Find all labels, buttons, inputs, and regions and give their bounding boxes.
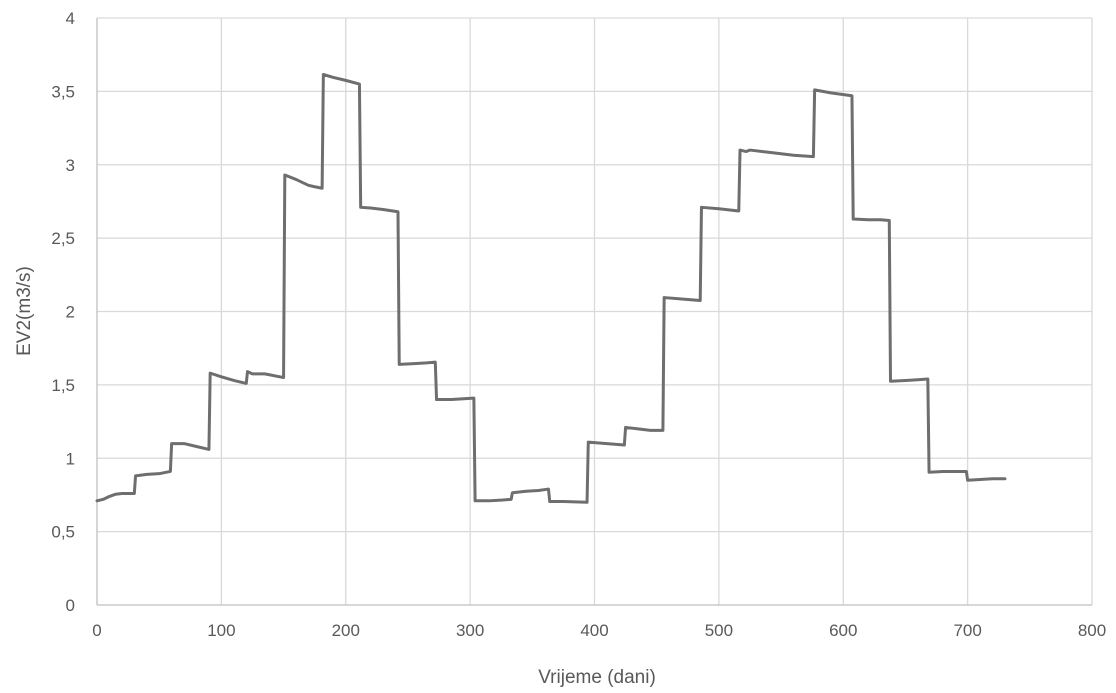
y-tick-label: 3,5	[51, 82, 75, 101]
y-tick-label: 2	[66, 303, 75, 322]
series-line	[95, 73, 1007, 504]
y-tick-label: 0,5	[51, 523, 75, 542]
y-tick-label: 1,5	[51, 376, 75, 395]
x-tick-label: 300	[456, 621, 484, 640]
x-tick-label: 800	[1078, 621, 1106, 640]
x-tick-label: 200	[332, 621, 360, 640]
y-tick-label: 3	[66, 156, 75, 175]
x-tick-label: 400	[580, 621, 608, 640]
x-tick-label: 700	[953, 621, 981, 640]
x-tick-label: 600	[829, 621, 857, 640]
x-axis-title: Vrijeme (dani)	[538, 667, 656, 688]
y-tick-label: 0	[66, 596, 75, 615]
y-axis-title: EV2(m3/s)	[14, 266, 35, 356]
y-tick-label: 4	[66, 9, 75, 28]
y-tick-label: 1	[66, 449, 75, 468]
x-tick-label: 0	[92, 621, 101, 640]
series	[95, 73, 1007, 504]
grid	[96, 17, 1093, 606]
x-tick-label: 100	[207, 621, 235, 640]
x-tick-label: 500	[705, 621, 733, 640]
tick-labels: 0 0,5 1 1,5 2 2,5 3 3,5 4 0 100 200 300 400 500 600 700 8…	[51, 9, 1106, 640]
y-tick-label: 2,5	[51, 229, 75, 248]
